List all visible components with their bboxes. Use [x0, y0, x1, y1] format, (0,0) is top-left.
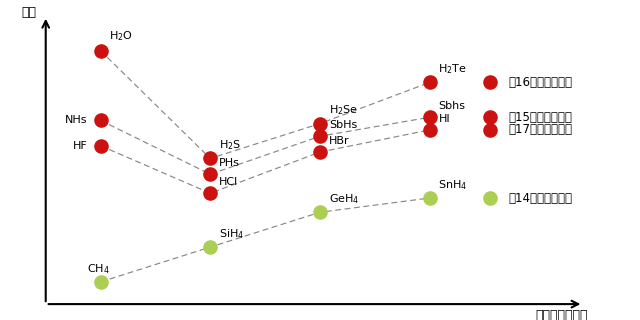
Point: [424, 115, 435, 120]
Point: [95, 118, 106, 123]
Text: 第17族水素化合物: 第17族水素化合物: [509, 124, 573, 136]
Point: [485, 80, 495, 85]
Point: [315, 121, 325, 126]
Point: [205, 244, 216, 250]
Point: [424, 80, 435, 85]
Point: [95, 279, 106, 284]
Point: [315, 149, 325, 155]
Point: [485, 127, 495, 132]
Text: SbHs: SbHs: [329, 120, 357, 130]
Text: HF: HF: [73, 141, 88, 151]
Point: [424, 196, 435, 201]
Text: 第15族水素化合物: 第15族水素化合物: [509, 111, 573, 124]
Point: [205, 172, 216, 177]
Point: [485, 196, 495, 201]
Point: [205, 191, 216, 196]
Text: H$_{2}$S: H$_{2}$S: [219, 138, 241, 152]
Point: [424, 127, 435, 132]
Text: HI: HI: [438, 114, 450, 124]
Text: 第14族水素化合物: 第14族水素化合物: [509, 191, 573, 204]
Text: SiH$_{4}$: SiH$_{4}$: [219, 227, 244, 241]
Point: [485, 115, 495, 120]
Text: 沸点: 沸点: [22, 6, 36, 19]
Point: [315, 210, 325, 215]
Text: CH$_{4}$: CH$_{4}$: [88, 262, 110, 276]
Text: PHs: PHs: [219, 158, 240, 168]
Point: [205, 156, 216, 161]
Point: [95, 143, 106, 148]
Point: [95, 48, 106, 53]
Text: GeH$_{4}$: GeH$_{4}$: [329, 192, 359, 206]
Text: HBr: HBr: [329, 136, 349, 146]
Text: H$_{2}$Te: H$_{2}$Te: [438, 62, 467, 76]
Text: Sbhs: Sbhs: [438, 101, 465, 111]
Text: SnH$_{4}$: SnH$_{4}$: [438, 178, 468, 192]
Text: H$_{2}$O: H$_{2}$O: [109, 29, 133, 43]
Text: 中心元素の周期: 中心元素の周期: [535, 309, 588, 320]
Text: NHs: NHs: [65, 116, 88, 125]
Text: 第16族水素化合物: 第16族水素化合物: [509, 76, 573, 89]
Text: HCl: HCl: [219, 177, 238, 187]
Text: H$_{2}$Se: H$_{2}$Se: [329, 103, 358, 117]
Point: [315, 134, 325, 139]
